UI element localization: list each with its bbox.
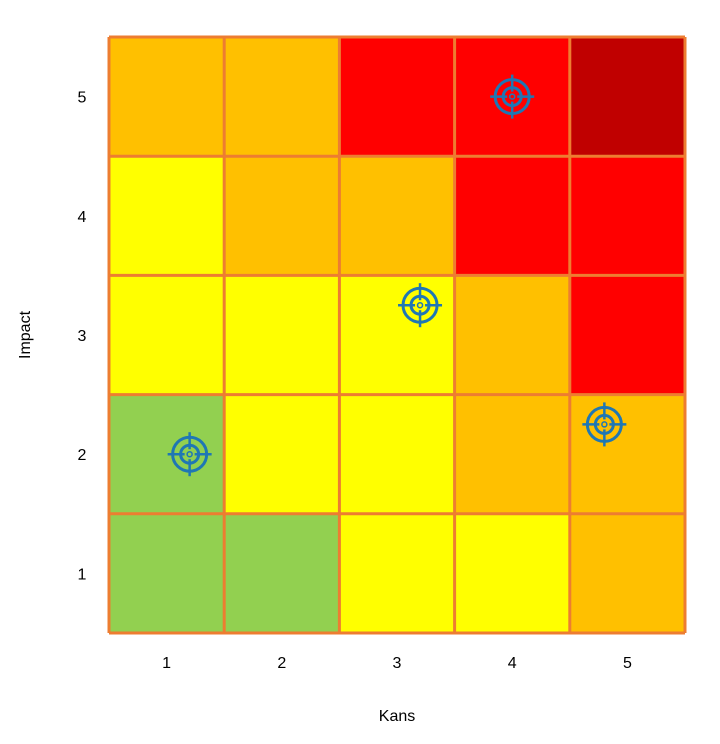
y-tick-label: 5 (78, 90, 87, 107)
crosshair-target-icon (582, 402, 627, 447)
y-tick-label: 1 (78, 566, 87, 583)
x-tick-label: 5 (623, 655, 632, 672)
heatmap-cell-3-2 (339, 394, 455, 514)
y-axis-ticks: 1 2 3 4 5 (78, 90, 87, 584)
heatmap-cell-2-4 (224, 156, 340, 276)
heatmap-cell-3-4 (339, 156, 455, 276)
heatmap-cell-5-3 (569, 275, 685, 395)
heatmap-cell-4-2 (454, 394, 570, 514)
heatmap-cell-2-2 (224, 394, 340, 514)
heatmap-cell-5-2 (569, 394, 685, 514)
heatmap-cell-2-5 (224, 37, 340, 157)
heatmap-cell-4-4 (454, 156, 570, 276)
heatmap-cell-5-5 (569, 37, 685, 157)
y-axis-label: Impact (17, 310, 34, 359)
risk-markers (167, 74, 627, 477)
crosshair-target-icon (490, 74, 535, 119)
x-tick-label: 3 (393, 655, 402, 672)
heatmap-cell-4-1 (454, 513, 570, 633)
y-tick-label: 2 (78, 447, 87, 464)
heatmap-cell-4-3 (454, 275, 570, 395)
x-tick-label: 2 (277, 655, 286, 672)
y-tick-label: 4 (78, 209, 87, 226)
heatmap-cell-1-5 (109, 37, 225, 157)
x-axis-label: Kans (379, 708, 415, 725)
crosshair-target-icon (167, 432, 212, 477)
heatmap-cell-2-1 (224, 513, 340, 633)
grid-lines (107, 35, 687, 635)
y-tick-label: 3 (78, 328, 87, 345)
heatmap-cell-1-1 (109, 513, 225, 633)
heatmap-cell-5-4 (569, 156, 685, 276)
heatmap-cell-2-3 (224, 275, 340, 395)
x-axis-ticks: 1 2 3 4 5 (162, 655, 632, 672)
heatmap-cell-3-3 (339, 275, 455, 395)
heatmap-cell-4-5 (454, 37, 570, 157)
heatmap-cells (109, 37, 685, 633)
heatmap-cell-1-4 (109, 156, 225, 276)
heatmap-cell-3-1 (339, 513, 455, 633)
x-tick-label: 4 (508, 655, 517, 672)
x-tick-label: 1 (162, 655, 171, 672)
heatmap-cell-1-3 (109, 275, 225, 395)
heatmap-cell-3-5 (339, 37, 455, 157)
heatmap-cell-5-1 (569, 513, 685, 633)
crosshair-target-icon (398, 283, 443, 328)
